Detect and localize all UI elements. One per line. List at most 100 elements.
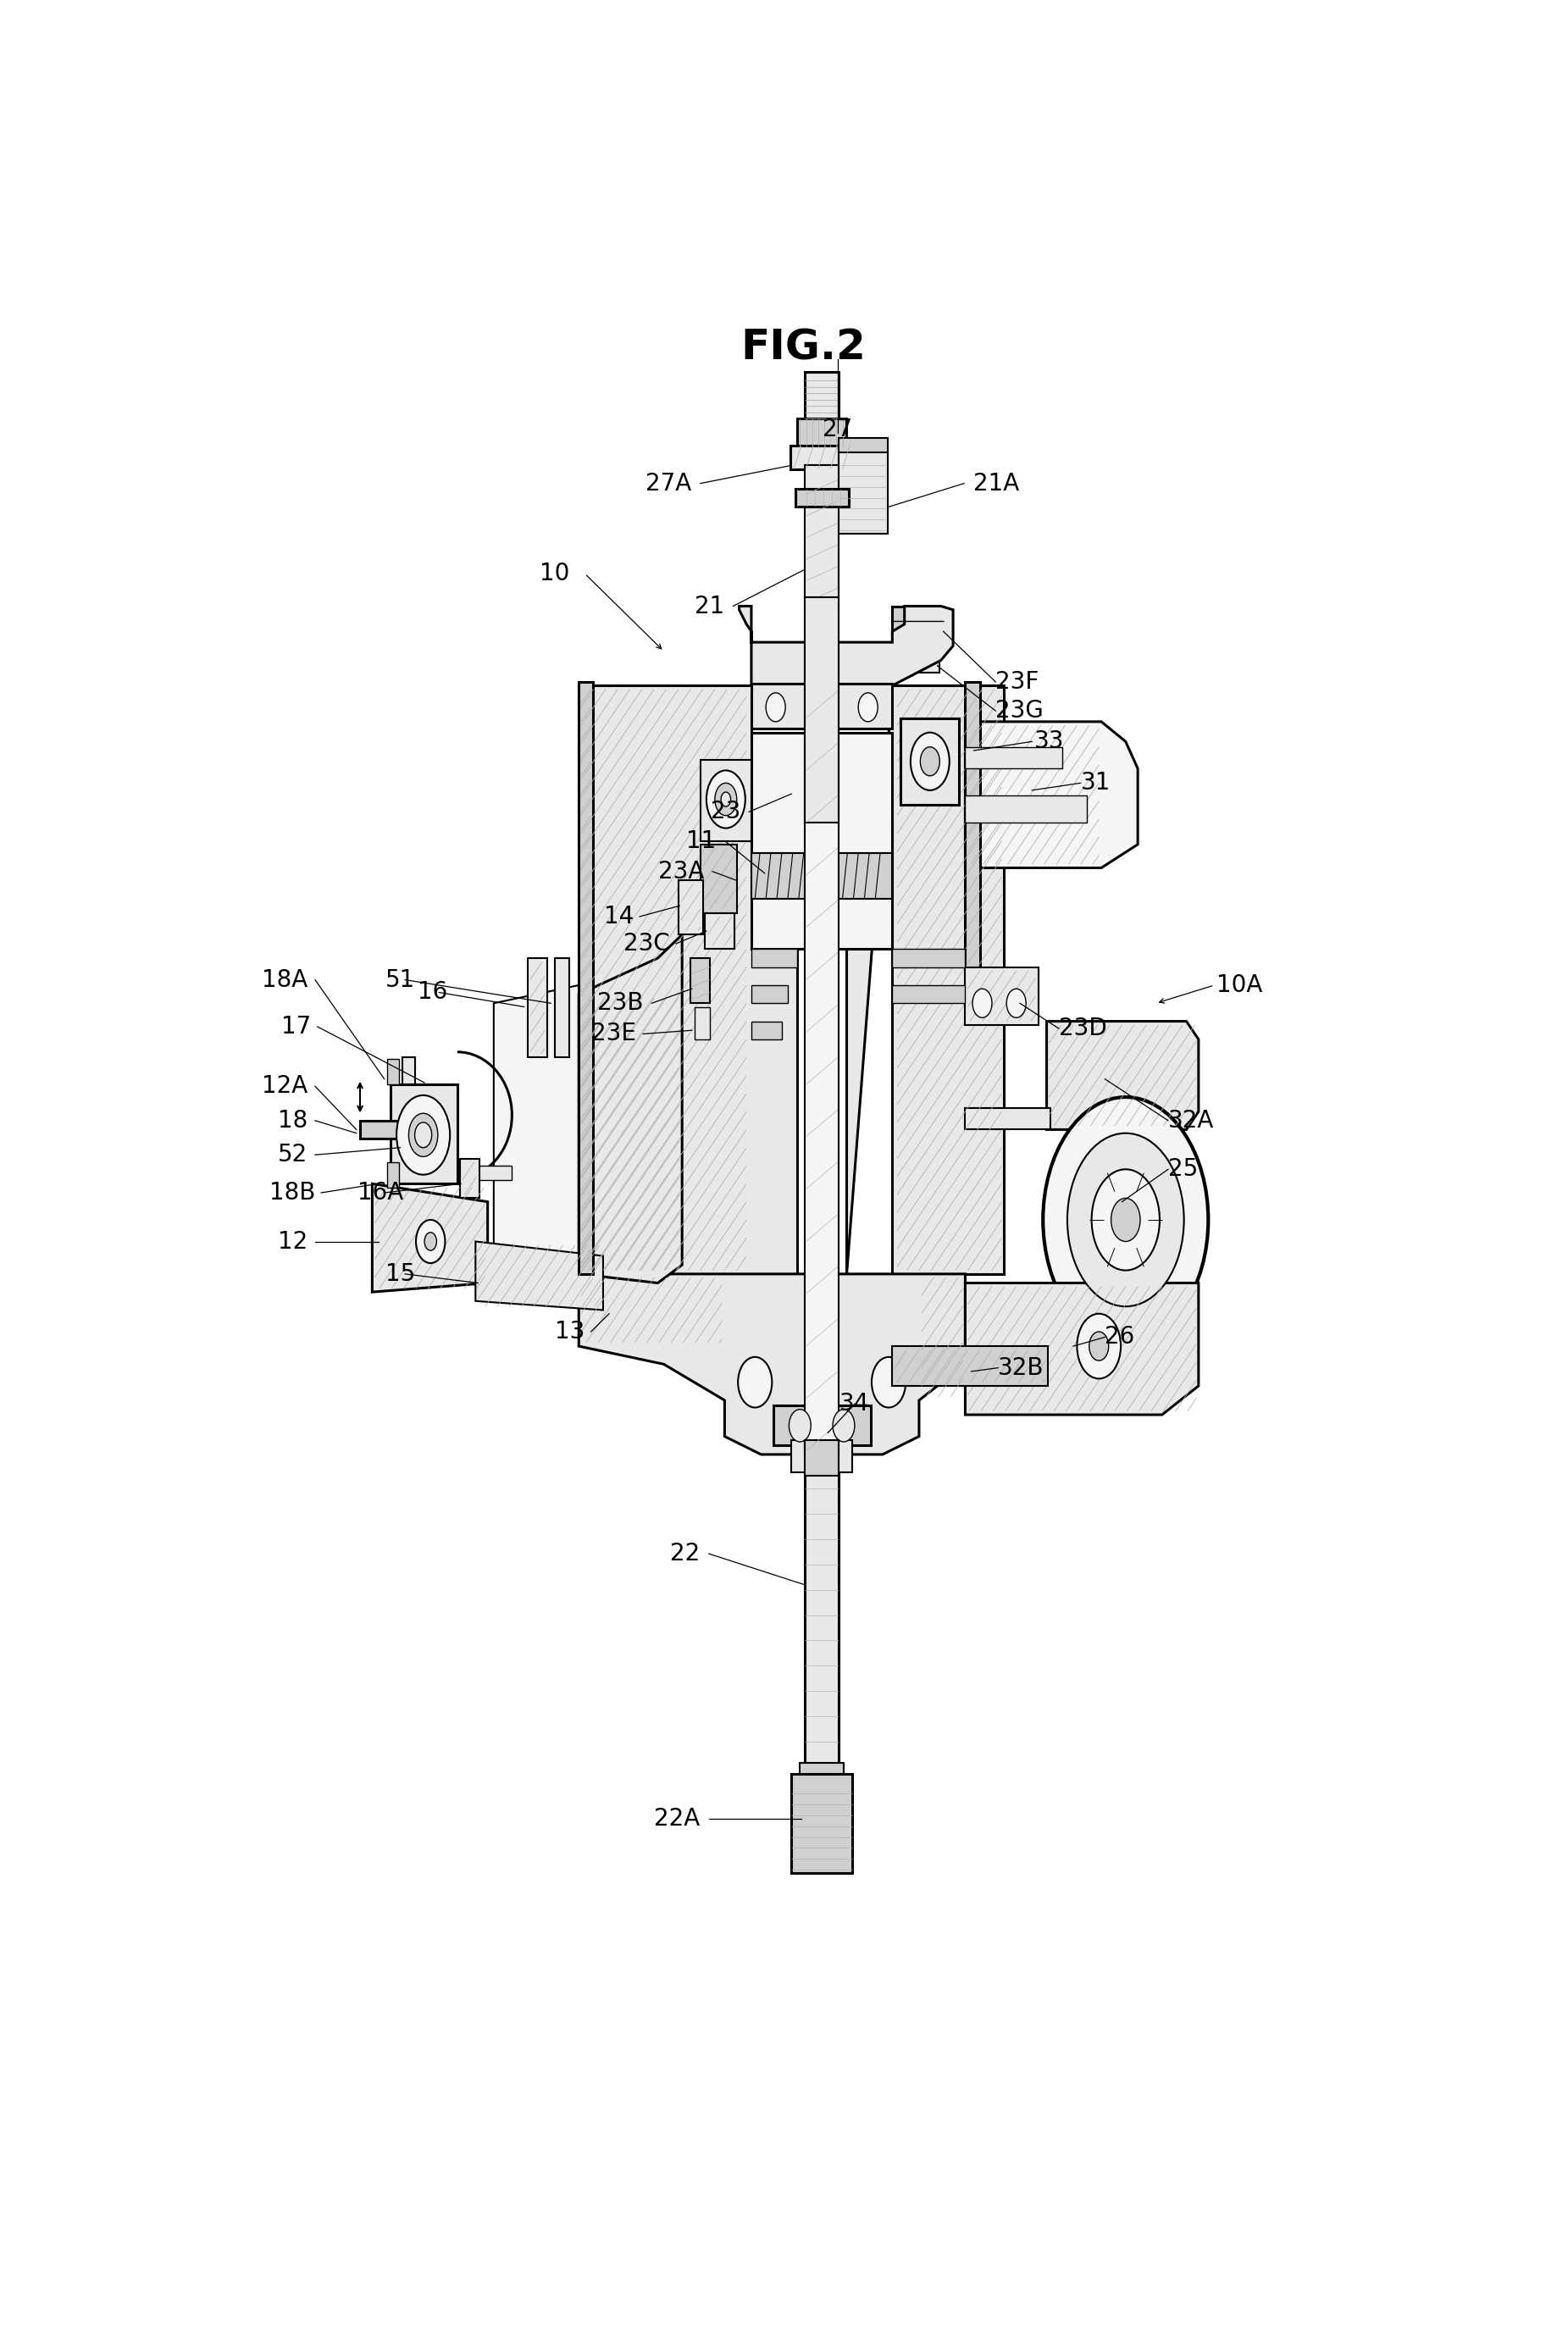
Bar xyxy=(892,984,966,1003)
Bar xyxy=(701,759,751,841)
Text: 21A: 21A xyxy=(974,471,1019,495)
Text: 23A: 23A xyxy=(659,860,704,884)
Text: 23: 23 xyxy=(710,799,740,823)
Circle shape xyxy=(416,1219,445,1263)
Text: 26: 26 xyxy=(1105,1324,1135,1350)
Text: 34: 34 xyxy=(839,1392,870,1416)
Text: 23G: 23G xyxy=(996,699,1044,722)
Text: 23F: 23F xyxy=(996,670,1040,694)
Circle shape xyxy=(872,1357,906,1406)
Circle shape xyxy=(739,1357,771,1406)
Bar xyxy=(966,748,1063,769)
Circle shape xyxy=(1007,989,1025,1017)
Text: 13: 13 xyxy=(555,1320,585,1343)
Text: 51: 51 xyxy=(386,968,416,992)
Polygon shape xyxy=(847,684,1004,1273)
Circle shape xyxy=(1112,1198,1140,1242)
Circle shape xyxy=(911,731,949,790)
Bar xyxy=(800,1763,844,1774)
Bar xyxy=(902,717,960,804)
Text: 18A: 18A xyxy=(262,968,307,992)
Circle shape xyxy=(425,1233,436,1249)
Polygon shape xyxy=(494,984,579,1282)
Circle shape xyxy=(920,748,939,776)
Bar xyxy=(804,466,839,607)
Text: 25: 25 xyxy=(1168,1158,1198,1181)
Bar xyxy=(387,1163,398,1188)
Text: 12: 12 xyxy=(278,1231,307,1254)
Text: 12A: 12A xyxy=(262,1074,307,1097)
Bar xyxy=(897,647,939,673)
Text: 10: 10 xyxy=(539,563,569,586)
Bar xyxy=(458,1165,511,1179)
Bar xyxy=(839,448,887,534)
Bar xyxy=(892,1345,1047,1385)
Polygon shape xyxy=(475,1242,604,1310)
Circle shape xyxy=(414,1123,431,1149)
Bar xyxy=(361,1120,445,1139)
Text: 11: 11 xyxy=(687,830,717,853)
Bar xyxy=(459,1158,480,1198)
Circle shape xyxy=(789,1409,811,1442)
Circle shape xyxy=(1043,1097,1209,1343)
Bar xyxy=(751,949,798,968)
Bar xyxy=(706,912,734,949)
Text: 16: 16 xyxy=(419,980,448,1003)
Bar xyxy=(695,1008,710,1038)
Bar xyxy=(390,1085,458,1184)
Bar xyxy=(387,1059,398,1085)
Bar xyxy=(579,682,593,1273)
Text: 22: 22 xyxy=(671,1542,701,1566)
Bar xyxy=(792,1439,853,1472)
Circle shape xyxy=(706,771,745,827)
Circle shape xyxy=(715,783,737,816)
Polygon shape xyxy=(966,1282,1198,1416)
Circle shape xyxy=(1077,1313,1121,1378)
Bar xyxy=(839,438,887,452)
Bar xyxy=(690,959,710,1003)
Bar xyxy=(966,968,1038,1024)
Bar xyxy=(892,607,944,642)
Bar xyxy=(751,684,892,729)
Polygon shape xyxy=(579,1273,966,1453)
Bar xyxy=(751,1022,782,1038)
Text: 18: 18 xyxy=(278,1109,307,1132)
Bar xyxy=(792,1774,853,1873)
Text: 27A: 27A xyxy=(646,471,691,495)
Polygon shape xyxy=(1047,1022,1198,1130)
Bar xyxy=(798,420,847,448)
Circle shape xyxy=(409,1113,437,1156)
Bar xyxy=(790,445,853,469)
Bar xyxy=(528,959,547,1057)
Bar xyxy=(751,984,787,1003)
Polygon shape xyxy=(966,722,1138,867)
Text: 10A: 10A xyxy=(1217,973,1262,996)
Polygon shape xyxy=(739,607,953,684)
Bar xyxy=(892,949,966,968)
Bar xyxy=(795,490,848,506)
Polygon shape xyxy=(579,935,682,1282)
Circle shape xyxy=(1068,1132,1184,1306)
Text: 33: 33 xyxy=(1035,729,1065,752)
Text: 23C: 23C xyxy=(624,933,670,956)
Text: 32B: 32B xyxy=(999,1355,1044,1381)
Text: FIG.2: FIG.2 xyxy=(742,328,866,368)
Circle shape xyxy=(972,989,993,1017)
Bar xyxy=(403,1057,414,1174)
Bar xyxy=(966,682,980,968)
Circle shape xyxy=(721,792,731,806)
Bar xyxy=(804,370,839,422)
Text: 32A: 32A xyxy=(1168,1109,1214,1132)
Bar xyxy=(679,881,702,935)
Text: 18B: 18B xyxy=(270,1181,315,1205)
Circle shape xyxy=(833,1409,855,1442)
Bar xyxy=(966,795,1087,823)
Text: 31: 31 xyxy=(1080,771,1110,795)
Text: 23E: 23E xyxy=(591,1022,637,1045)
Bar xyxy=(804,1439,839,1477)
Polygon shape xyxy=(372,1184,488,1292)
Text: 23D: 23D xyxy=(1058,1017,1107,1041)
Text: 27: 27 xyxy=(823,417,853,441)
Circle shape xyxy=(765,694,786,722)
Bar xyxy=(773,1406,870,1446)
